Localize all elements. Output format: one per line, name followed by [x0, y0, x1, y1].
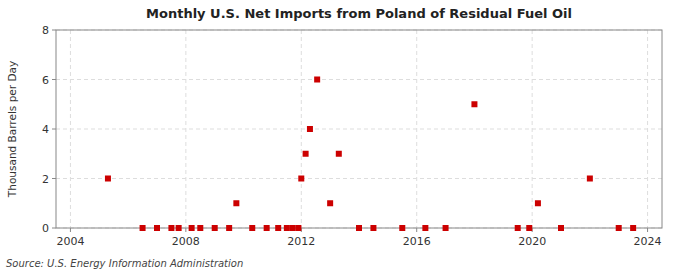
y-tick [52, 228, 56, 229]
x-tick [416, 228, 417, 232]
x-tick-label: 2004 [56, 235, 84, 248]
axes: 0 2 4 6 8 2004 2008 2012 2016 2020 2024 [42, 24, 662, 248]
x-tick [70, 228, 71, 232]
chart-container: 0 2 4 6 8 2004 2008 2012 2016 2020 2024 Monthly U.S… [0, 0, 675, 275]
chart-svg: 0 2 4 6 8 2004 2008 2012 2016 2020 2024 Monthly U.S… [0, 0, 675, 275]
point [307, 126, 313, 132]
point [399, 225, 405, 231]
point [197, 225, 203, 231]
point [295, 225, 301, 231]
x-grid-line [185, 30, 186, 228]
point [526, 225, 532, 231]
point [189, 225, 195, 231]
y-axis-label: Thousand Barrels per Day [6, 61, 18, 198]
point [233, 200, 239, 206]
point [471, 101, 477, 107]
x-grid-line [647, 30, 648, 228]
grid [56, 30, 662, 228]
point [616, 225, 622, 231]
source-annotation: Source: U.S. Energy Information Administ… [6, 258, 243, 269]
y-tick [52, 79, 56, 80]
point [212, 225, 218, 231]
point [630, 225, 636, 231]
x-tick-label: 2008 [172, 235, 200, 248]
point [587, 176, 593, 182]
point [249, 225, 255, 231]
x-tick-label: 2020 [518, 235, 546, 248]
point [558, 225, 564, 231]
point [140, 225, 146, 231]
x-tick-label: 2012 [287, 235, 315, 248]
point [336, 151, 342, 157]
point [284, 225, 290, 231]
point [327, 200, 333, 206]
y-tick [52, 30, 56, 31]
title: Monthly U.S. Net Imports from Poland of … [146, 6, 572, 21]
y-tick-label: 6 [42, 74, 49, 87]
point [154, 225, 160, 231]
point [290, 225, 296, 231]
x-grid-line [70, 30, 71, 228]
point [176, 225, 182, 231]
y-grid-line [56, 79, 662, 80]
y-grid-line [56, 129, 662, 130]
point [303, 151, 309, 157]
point [168, 225, 174, 231]
x-tick [185, 228, 186, 232]
point [275, 225, 281, 231]
point [443, 225, 449, 231]
point [226, 225, 232, 231]
y-tick-label: 8 [42, 24, 49, 37]
point [535, 200, 541, 206]
y-tick [52, 129, 56, 130]
y-tick-label: 0 [42, 222, 49, 235]
x-grid-line [416, 30, 417, 228]
x-grid-line [301, 30, 302, 228]
point [422, 225, 428, 231]
points [105, 77, 636, 232]
y-tick [52, 178, 56, 179]
y-grid-line [56, 178, 662, 179]
point [105, 176, 111, 182]
y-tick-label: 2 [42, 173, 49, 186]
point [356, 225, 362, 231]
point [298, 176, 304, 182]
point [515, 225, 521, 231]
x-tick-label: 2024 [634, 235, 662, 248]
x-tick-label: 2016 [403, 235, 431, 248]
x-tick [647, 228, 648, 232]
point [264, 225, 270, 231]
point [370, 225, 376, 231]
plot-frame [56, 30, 662, 228]
x-grid-line [532, 30, 533, 228]
y-tick-label: 4 [42, 123, 49, 136]
point [314, 77, 320, 83]
